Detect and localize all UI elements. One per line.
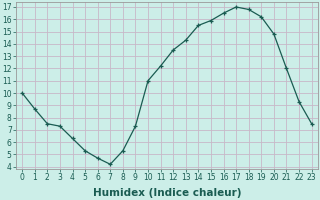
X-axis label: Humidex (Indice chaleur): Humidex (Indice chaleur) (93, 188, 241, 198)
